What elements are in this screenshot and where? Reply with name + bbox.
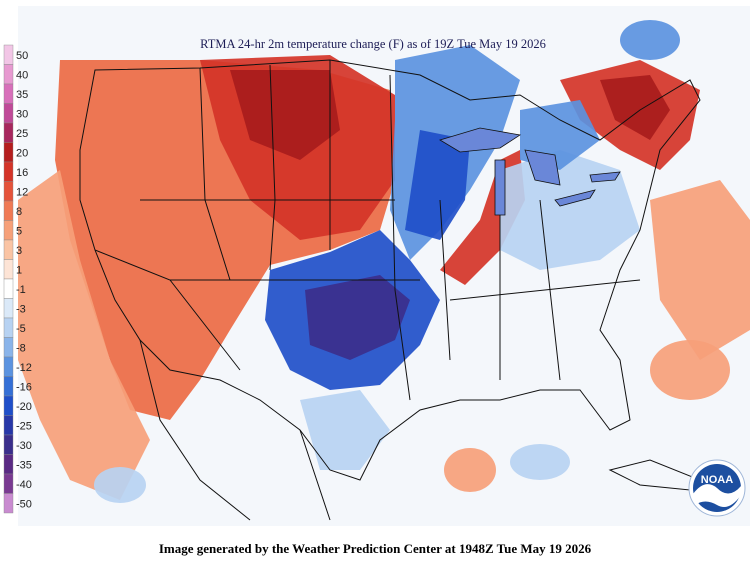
legend-label: -16 <box>16 382 32 394</box>
legend-label: -35 <box>16 460 32 472</box>
legend-swatch <box>3 122 14 143</box>
noaa-logo-bird <box>693 484 741 508</box>
footer-caption: Image generated by the Weather Predictio… <box>159 541 592 556</box>
legend-label: 35 <box>16 89 28 101</box>
legend-swatch <box>3 376 14 397</box>
legend-label: 30 <box>16 109 28 121</box>
legend-swatch <box>3 356 14 377</box>
legend-swatch <box>3 259 14 280</box>
state-line-8 <box>439 199 451 361</box>
legend-label: 25 <box>16 128 28 140</box>
map-title: RTMA 24-hr 2m temperature change (F) as … <box>200 37 546 51</box>
us-outline <box>79 59 701 481</box>
canada-east-cool-patch <box>620 20 680 60</box>
legend-label: 1 <box>16 265 22 277</box>
northeast-warm-core <box>600 75 670 140</box>
state-line-11 <box>539 199 561 381</box>
legend-swatch <box>3 434 14 455</box>
legend-swatch <box>3 493 14 514</box>
noaa-logo: NOAA <box>688 459 746 517</box>
noaa-logo-text: NOAA <box>701 474 733 486</box>
legend-swatch <box>3 64 14 85</box>
legend-label: 5 <box>16 226 22 238</box>
legend-label: -20 <box>16 401 32 413</box>
legend-swatch <box>3 278 14 299</box>
lake-superior <box>439 127 522 153</box>
legend-label: -50 <box>16 499 32 511</box>
legend-swatch <box>3 44 14 65</box>
legend-swatch <box>3 473 14 494</box>
legend-label: 50 <box>16 50 28 62</box>
pacific-cool-patch <box>94 467 146 503</box>
legend-swatch <box>3 395 14 416</box>
color-legend: 50 40 35 30 25 20 16 12 8 5 3 1 -1 -3 -5 -8 -12 -16 -20 -25… <box>3 44 32 514</box>
footer-band <box>0 528 750 563</box>
texas-cool-region <box>300 390 390 470</box>
great-lakes <box>439 127 621 216</box>
mexico-coast <box>139 339 331 521</box>
legend-swatch <box>3 317 14 338</box>
legend-label: -1 <box>16 284 26 296</box>
legend-label: -25 <box>16 421 32 433</box>
state-line-12 <box>94 249 241 371</box>
legend-swatch <box>3 415 14 436</box>
legend-swatch <box>3 83 14 104</box>
legend-label: 20 <box>16 148 28 160</box>
legend-label: -12 <box>16 362 32 374</box>
legend-label: 16 <box>16 167 28 179</box>
legend-label: -40 <box>16 479 32 491</box>
legend-label: -8 <box>16 343 26 355</box>
atlantic-warm-region <box>650 180 750 360</box>
state-line-4 <box>389 74 411 401</box>
montana-deep-warm <box>230 70 340 160</box>
legend-label: -3 <box>16 304 26 316</box>
legend-label: 3 <box>16 245 22 257</box>
oklahoma-deep-cold <box>305 275 410 360</box>
gulf-cool-patch <box>510 444 570 480</box>
legend-swatch <box>3 103 14 124</box>
caribbean-warm-patch <box>650 340 730 400</box>
pacific-warm-region <box>18 170 150 500</box>
legend-label: 12 <box>16 187 28 199</box>
legend-swatch <box>3 337 14 358</box>
map-field <box>18 6 750 526</box>
legend-swatch <box>3 454 14 475</box>
legend-swatch <box>3 239 14 260</box>
legend-swatch <box>3 142 14 163</box>
lake-erie <box>554 189 596 207</box>
lake-ontario <box>589 171 621 183</box>
lake-huron <box>524 149 561 186</box>
gulf-warm-patch <box>444 448 496 492</box>
legend-label: -5 <box>16 323 26 335</box>
legend-label: 8 <box>16 206 22 218</box>
legend-swatch <box>3 161 14 182</box>
legend-label: -30 <box>16 440 32 452</box>
lake-michigan <box>494 159 506 216</box>
legend-swatch <box>3 200 14 221</box>
legend-swatch <box>3 181 14 202</box>
state-line-10 <box>449 279 641 301</box>
legend-swatch <box>3 298 14 319</box>
upper-midwest-cold-core <box>405 130 470 240</box>
legend-swatch <box>3 220 14 241</box>
legend-label: 40 <box>16 70 28 82</box>
